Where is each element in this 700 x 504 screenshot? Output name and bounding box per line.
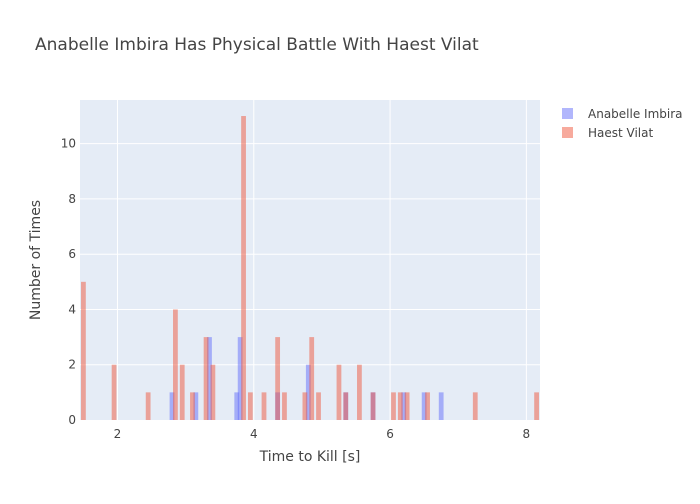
histogram-bar[interactable] xyxy=(261,392,267,420)
y-tick-label: 6 xyxy=(68,247,76,261)
x-tick-label: 6 xyxy=(386,427,394,441)
histogram-bar[interactable] xyxy=(401,392,407,420)
histogram-bar[interactable] xyxy=(421,392,427,420)
histogram-bar[interactable] xyxy=(425,392,430,420)
histogram-bar[interactable] xyxy=(309,337,315,420)
histogram-bar[interactable] xyxy=(234,392,240,420)
histogram-bar[interactable] xyxy=(438,392,444,420)
histogram-bar[interactable] xyxy=(169,392,175,420)
histogram-bar[interactable] xyxy=(397,392,403,420)
histogram-bar[interactable] xyxy=(179,364,185,420)
histogram-bar[interactable] xyxy=(305,364,311,420)
histogram-bar[interactable] xyxy=(357,364,362,420)
histogram-bar[interactable] xyxy=(534,392,539,420)
histogram-bar[interactable] xyxy=(81,281,86,420)
histogram-bar[interactable] xyxy=(247,392,253,420)
histogram-bar[interactable] xyxy=(241,116,246,420)
histogram-bar[interactable] xyxy=(472,392,478,420)
histogram-bar[interactable] xyxy=(404,392,410,420)
histogram-bar[interactable] xyxy=(275,337,281,420)
legend-label: Anabelle Imbira xyxy=(588,107,683,121)
histogram-bar[interactable] xyxy=(316,392,321,420)
x-tick-label: 8 xyxy=(523,427,531,441)
histogram-bar[interactable] xyxy=(193,392,199,420)
histogram-bar[interactable] xyxy=(207,337,212,420)
x-axis-title: Time to Kill [s] xyxy=(259,449,361,465)
x-tick-label: 2 xyxy=(114,427,122,441)
histogram-bar[interactable] xyxy=(343,392,349,420)
y-axis-title: Number of Times xyxy=(28,200,44,320)
y-tick-label: 4 xyxy=(68,302,76,316)
y-axis-ticks: 0 2 4 6 8 10 xyxy=(61,137,76,427)
chart-title: Anabelle Imbira Has Physical Battle With… xyxy=(35,35,479,55)
legend-swatch xyxy=(562,108,573,119)
y-tick-label: 10 xyxy=(61,137,76,151)
histogram-bar[interactable] xyxy=(370,392,376,420)
histogram-bar[interactable] xyxy=(302,392,308,420)
y-tick-label: 8 xyxy=(68,192,76,206)
y-tick-label: 0 xyxy=(68,413,76,427)
x-axis-ticks: 2 4 6 8 xyxy=(114,427,531,441)
bars xyxy=(81,116,539,420)
histogram-bar[interactable] xyxy=(237,337,243,420)
histogram-bar[interactable] xyxy=(145,392,151,420)
histogram-bar[interactable] xyxy=(203,337,209,420)
x-tick-label: 4 xyxy=(250,427,258,441)
gridlines xyxy=(80,100,540,420)
legend-item[interactable]: Haest Vilat xyxy=(562,126,653,140)
histogram-bar[interactable] xyxy=(282,392,287,420)
legend-item[interactable]: Anabelle Imbira xyxy=(562,107,683,121)
histogram-bar[interactable] xyxy=(336,364,342,420)
histogram-bar[interactable] xyxy=(173,309,178,420)
histogram-bar[interactable] xyxy=(111,364,117,420)
legend-label: Haest Vilat xyxy=(588,126,653,140)
legend: Anabelle Imbira Haest Vilat xyxy=(562,107,683,140)
legend-swatch xyxy=(562,127,573,138)
histogram-bar[interactable] xyxy=(391,392,396,420)
histogram-bar[interactable] xyxy=(210,364,216,420)
y-tick-label: 2 xyxy=(68,358,76,372)
histogram-bar[interactable] xyxy=(190,392,195,420)
